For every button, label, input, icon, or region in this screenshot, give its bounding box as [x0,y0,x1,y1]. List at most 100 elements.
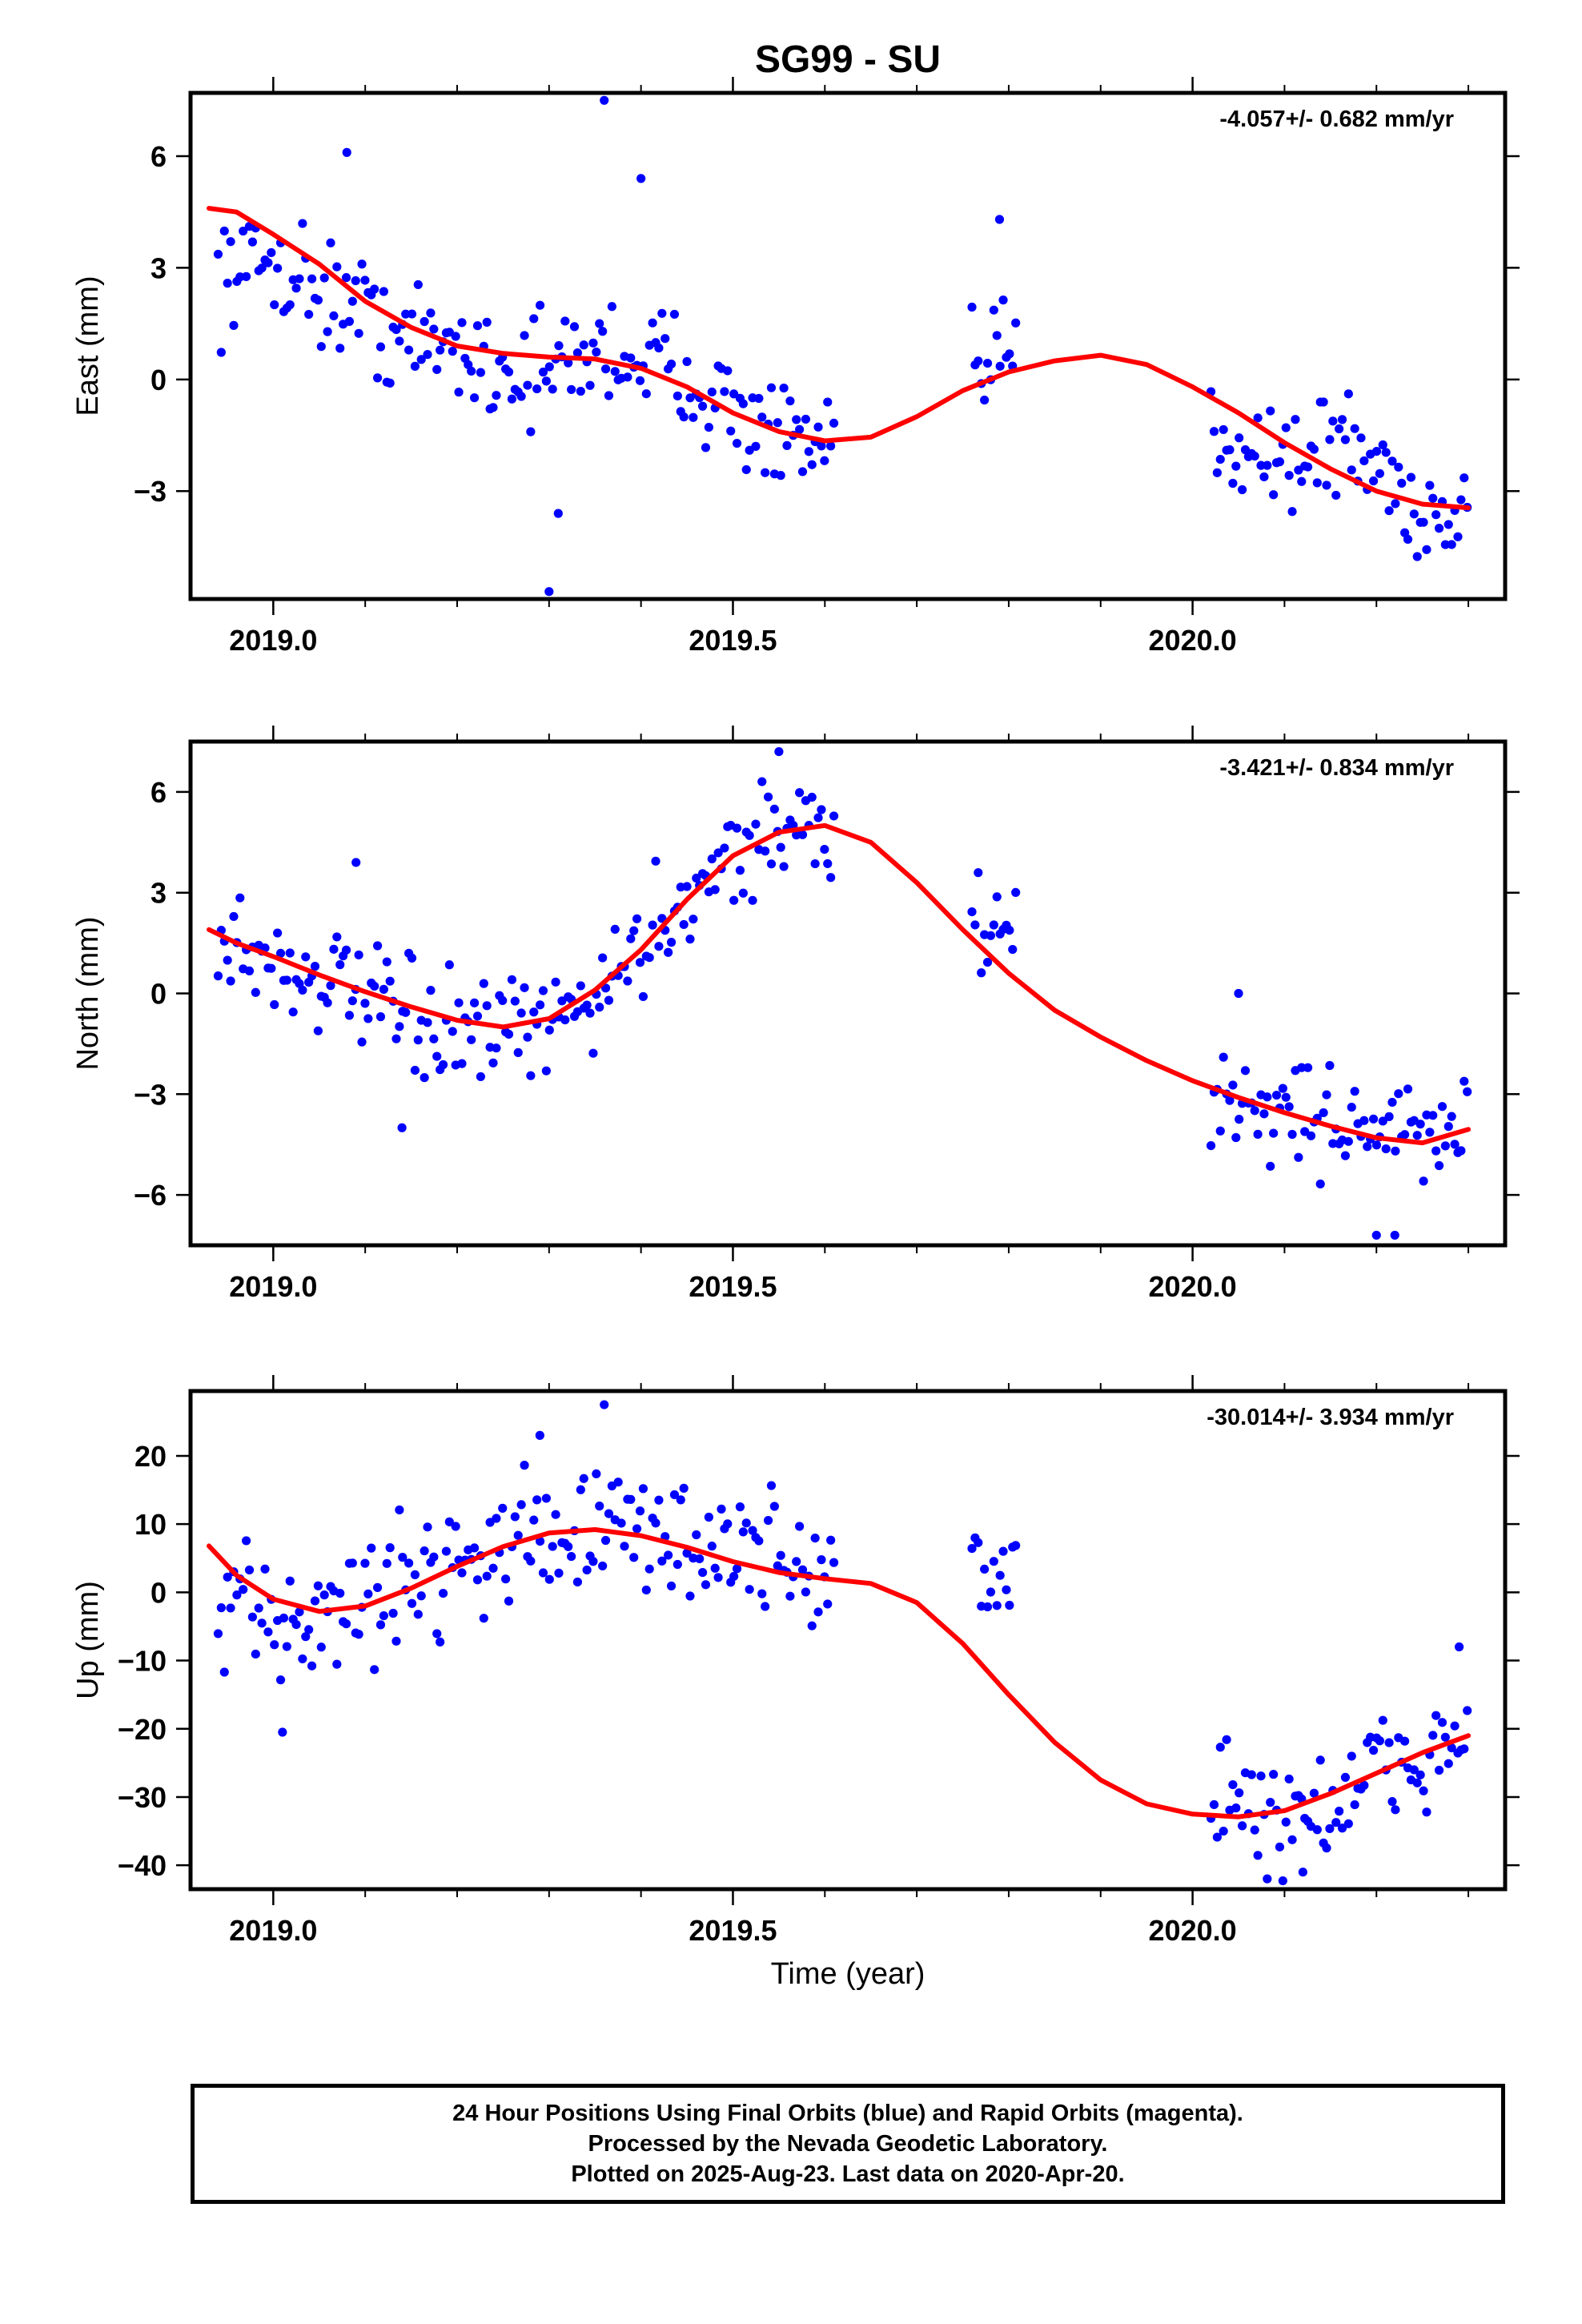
data-point [469,1543,480,1553]
data-point [507,975,517,984]
data-point [804,447,813,456]
data-point [994,215,1005,224]
data-point [1431,1711,1441,1720]
data-point [423,1522,432,1532]
data-point [235,893,245,903]
data-point [576,1485,585,1494]
data-point [395,1022,404,1031]
data-point [1460,1076,1469,1086]
data-point [326,981,335,991]
data-point [492,1043,501,1053]
data-point [1447,1112,1456,1121]
data-point [723,1519,733,1529]
data-point [626,1494,636,1504]
data-point [682,882,692,891]
data-point [1400,1130,1410,1140]
data-point [1447,540,1456,549]
data-point [1328,416,1338,426]
data-point [763,792,773,802]
data-point [410,1570,420,1579]
data-point [773,418,782,428]
data-point [476,1072,485,1082]
data-point [1250,1825,1259,1835]
data-point [541,1066,551,1076]
x-axis-label: Time (year) [771,1957,926,1991]
data-point [664,947,673,957]
data-point [1391,1146,1400,1156]
data-point [279,1613,289,1623]
data-point [817,1555,826,1565]
data-point [717,1504,726,1514]
data-point [729,1571,739,1582]
data-point [407,1598,417,1608]
data-point [1434,1765,1444,1775]
data-point [701,443,711,452]
data-point [757,1589,767,1598]
data-point [980,1564,990,1574]
data-point [1440,1732,1450,1742]
data-point [223,279,232,288]
data-point [820,844,829,854]
data-point [372,373,383,383]
data-point [454,998,464,1007]
data-point [792,415,801,424]
x-tick-label-north: 2020.0 [1149,1270,1237,1303]
data-point [1428,1111,1438,1120]
data-point [982,358,993,368]
data-point [610,924,620,934]
data-point [1460,1744,1469,1754]
data-point [1253,1129,1263,1139]
data-point [295,1607,304,1617]
data-point [797,467,808,476]
data-point [404,345,414,355]
data-point [223,1572,232,1582]
data-point [620,1542,629,1551]
x-tick-label-up: 2019.5 [689,1914,777,1947]
x-tick-label-north: 2019.0 [229,1270,317,1303]
data-point [516,392,526,401]
data-point [273,263,283,273]
data-point [1384,1112,1394,1121]
data-point [1390,1230,1399,1240]
data-point [1387,456,1397,466]
data-point [310,1596,320,1606]
data-point [1428,493,1438,503]
data-point [535,300,545,310]
data-point [363,1014,373,1023]
data-point [1005,349,1014,359]
data-point [579,1474,588,1483]
data-point [370,284,379,294]
data-point [1247,1770,1256,1779]
data-point [776,842,785,852]
data-point [1002,1585,1011,1594]
data-point [795,1522,805,1531]
data-point [232,1590,242,1600]
data-point [701,1580,711,1590]
data-point [379,984,388,994]
data-point [444,1517,454,1526]
data-point [382,957,391,967]
data-point [1269,1128,1279,1138]
data-point [1403,1084,1413,1094]
y-tick-label-north: 0 [151,978,167,1011]
y-tick-label-up: −30 [118,1781,167,1814]
data-point [600,95,609,105]
data-point [213,249,223,259]
data-point [420,1546,429,1556]
points-up [213,1400,1472,1886]
data-point [697,1567,708,1578]
data-point [1443,1759,1453,1768]
data-point [810,1534,820,1543]
data-point [595,319,604,328]
data-point [1219,424,1228,435]
data-point [1434,1160,1444,1171]
data-point [582,1565,592,1575]
data-point [729,895,739,905]
data-point [732,438,742,448]
data-point [226,237,235,247]
data-point [335,1588,345,1598]
data-point [616,1518,626,1528]
data-point [291,1619,301,1630]
data-point [244,1565,255,1575]
data-point [745,830,754,840]
